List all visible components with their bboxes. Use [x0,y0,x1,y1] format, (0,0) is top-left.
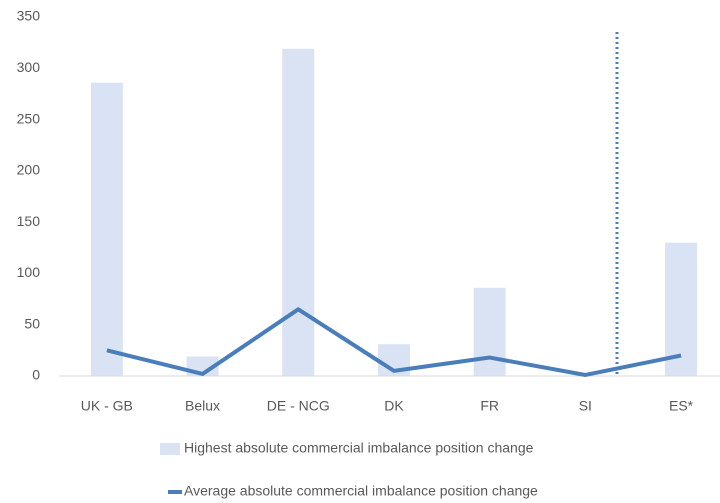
x-tick-label: FR [480,398,499,414]
x-tick-label: DK [384,398,404,414]
y-tick-label: 100 [17,264,41,280]
y-tick-label: 50 [24,315,40,331]
line [106,307,682,377]
y-tick-label: 0 [32,367,40,383]
y-tick-label: 250 [17,110,41,126]
x-tick-label: Belux [185,398,220,414]
x-tick-label: SI [579,398,592,414]
y-tick-label: 200 [17,162,41,178]
x-tick-label: UK - GB [81,398,133,414]
bar [282,48,315,376]
y-tick-label: 150 [17,213,41,229]
bar [665,242,698,376]
bar [473,287,506,376]
legend-label: Highest absolute commercial imbalance po… [184,440,534,456]
x-tick-label: ES* [669,398,694,414]
legend-label: Average absolute commercial imbalance po… [184,483,538,499]
bar [90,82,123,376]
y-tick-label: 300 [17,59,41,75]
legend-swatch [160,443,180,455]
y-tick-label: 350 [17,8,41,24]
x-tick-label: DE - NCG [267,398,330,414]
